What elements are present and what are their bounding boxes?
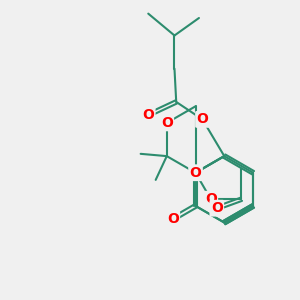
Text: O: O (190, 166, 202, 180)
Text: O: O (167, 212, 179, 226)
Text: O: O (205, 192, 217, 206)
Text: O: O (161, 116, 173, 130)
Text: O: O (211, 201, 223, 215)
Text: O: O (142, 108, 154, 122)
Text: O: O (196, 112, 208, 126)
